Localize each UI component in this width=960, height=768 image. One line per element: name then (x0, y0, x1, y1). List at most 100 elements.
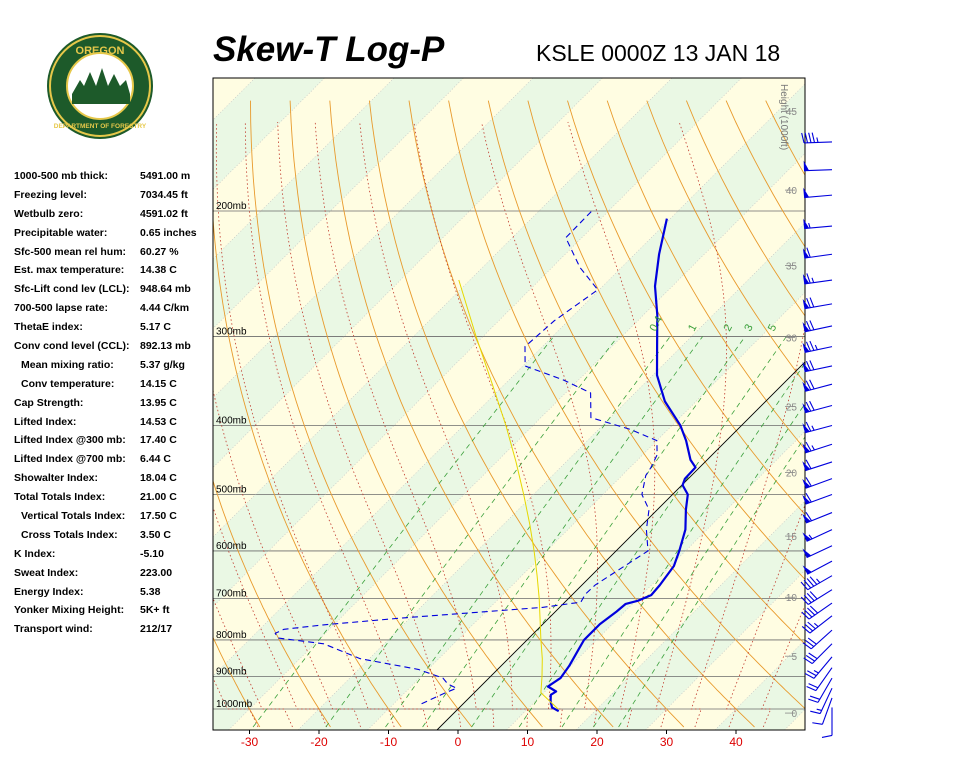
index-row: Transport wind: 212/17 (14, 623, 214, 642)
dry-adiabat (606, 100, 805, 450)
wind-barb-staff (807, 560, 833, 575)
wind-barb-flag (800, 581, 809, 591)
mixing-ratio-line (252, 336, 555, 728)
x-tick-label: -30 (241, 735, 259, 749)
wind-barb (802, 273, 833, 285)
mixing-ratio-line (385, 336, 671, 728)
wind-barb-staff (804, 194, 833, 199)
index-value: 5K+ ft (140, 604, 170, 617)
wind-barb-half-flag (813, 670, 819, 674)
isotherm-line (575, 500, 805, 730)
index-row: Est. max temperature: 14.38 C (14, 264, 214, 283)
dry-adiabat (448, 100, 805, 710)
wind-barb-pennant (802, 248, 810, 259)
wind-barb (802, 400, 833, 414)
index-row: Lifted Index @700 mb: 6.44 C (14, 453, 214, 472)
wind-barb-flag (804, 132, 809, 143)
wind-barb (800, 589, 833, 605)
isotherm-line (213, 78, 464, 329)
wind-barb-flag (806, 273, 811, 284)
wind-barb (802, 493, 833, 505)
x-tick-label: -10 (380, 735, 398, 749)
moist-adiabat (655, 121, 727, 728)
index-row: Vertical Totals Index: 17.50 C (14, 510, 214, 529)
moist-adiabat (213, 676, 259, 728)
wind-barb (802, 320, 833, 333)
index-label: Lifted Index: (14, 415, 77, 428)
wind-barb-flag (805, 655, 815, 662)
index-value: 4591.02 ft (140, 207, 188, 220)
dry-adiabat (329, 100, 614, 728)
wind-barb-staff (808, 602, 833, 620)
moist-adiabat (277, 121, 462, 728)
wind-barb-flag (805, 421, 812, 432)
index-value: 948.64 mb (140, 283, 191, 296)
plot-area: 0.4 1 2 3 5200mb300mb400mb500mb600mb700mb800… (213, 78, 960, 730)
wind-barb-staff (813, 656, 833, 679)
isotherm-line (213, 78, 395, 260)
isotherm-line (213, 78, 325, 190)
height-tick-label: 15 (786, 532, 798, 543)
parcel-profile (458, 279, 559, 710)
index-value: 14.53 C (140, 415, 177, 428)
wind-barb-pennant (802, 513, 811, 524)
logo-top-text: OREGON (76, 45, 125, 57)
index-label: Vertical Totals Index: (21, 510, 126, 523)
mixing-ratio-line (561, 362, 805, 728)
wind-barb-flag (805, 459, 812, 469)
pressure-label: 400mb (216, 415, 247, 426)
wind-barb-pennant (803, 160, 810, 171)
index-value: 6.44 C (140, 453, 171, 466)
wind-barb-flag (805, 401, 812, 412)
wind-barb (803, 160, 833, 172)
isotherm-line (297, 222, 805, 730)
wind-barb-pennant (802, 381, 810, 392)
index-label: 700-500 lapse rate: (14, 302, 108, 315)
chart-title: Skew-T Log-P (213, 30, 445, 69)
wind-barb-flag (810, 710, 821, 715)
dry-adiabat (289, 100, 543, 728)
wind-barb-flag (808, 683, 819, 689)
isotherm-line (506, 431, 805, 730)
mixing-ratio-line (471, 336, 746, 728)
index-row: Sfc-Lift cond lev (LCL): 948.64 mb (14, 283, 214, 302)
wind-barb-flag (809, 379, 815, 390)
wind-barb-flag (805, 441, 812, 452)
wind-barb-staff (804, 225, 833, 230)
wind-barb (810, 687, 833, 715)
wind-barb-staff (807, 589, 833, 605)
index-value: 60.27 % (140, 245, 179, 258)
wind-barb (803, 187, 833, 199)
wind-barb (802, 560, 833, 575)
x-tick-label: -20 (310, 735, 328, 749)
wind-barb-flag (809, 591, 818, 600)
wind-barb-half-flag (808, 534, 813, 540)
wind-barb (802, 545, 833, 559)
dry-adiabat (213, 479, 331, 728)
wind-barb-flag (803, 579, 812, 589)
wind-barb (802, 379, 833, 392)
index-label: Wetbulb zero: (14, 207, 84, 220)
index-label: Energy Index: (14, 585, 84, 598)
wind-barb-staff (811, 643, 833, 664)
wind-barb-flag (807, 621, 816, 630)
wind-barb (802, 340, 833, 353)
mixing-ratio-label: 3 (742, 322, 755, 333)
wind-barb-half-flag (811, 425, 815, 431)
index-value: 14.15 C (140, 377, 177, 390)
oregon-forestry-logo: OREGON DEPARTMENT OF FORESTRY (47, 33, 153, 139)
wind-barb-half-flag (811, 277, 815, 283)
index-value: 17.40 C (140, 434, 177, 447)
wind-barb-pennant (802, 361, 810, 372)
wind-barb-flag (808, 652, 818, 660)
mixing-ratio-label: 5 (766, 322, 779, 333)
pressure-label: 600mb (216, 541, 247, 552)
isotherm-line (854, 78, 960, 730)
wind-barb-pennant (802, 298, 810, 309)
wind-barb-flag (805, 341, 811, 352)
height-tick-label: 40 (786, 186, 798, 197)
wind-barb-flag (809, 695, 820, 700)
wind-barb-flag (801, 611, 810, 620)
index-row: ThetaE index: 5.17 C (14, 321, 214, 340)
